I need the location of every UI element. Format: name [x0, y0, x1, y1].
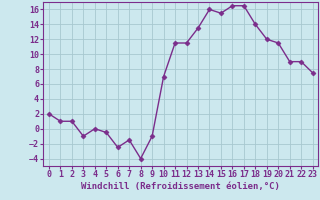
X-axis label: Windchill (Refroidissement éolien,°C): Windchill (Refroidissement éolien,°C)	[81, 182, 280, 191]
